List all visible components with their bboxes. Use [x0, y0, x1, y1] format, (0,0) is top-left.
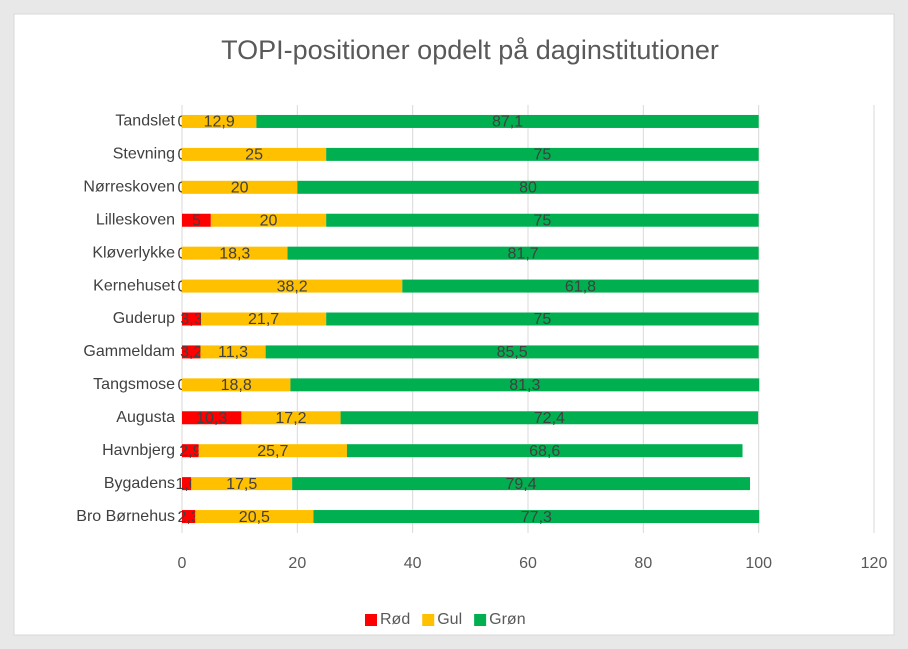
- data-label: 20: [231, 180, 249, 197]
- data-label: 79,4: [506, 476, 537, 493]
- bar-segment: [402, 279, 759, 293]
- bar-segment: [182, 378, 291, 392]
- bar-segment: [326, 312, 759, 326]
- data-label: 2,3: [178, 509, 200, 526]
- data-label: 3,3: [180, 311, 202, 328]
- legend-swatch: [365, 614, 377, 626]
- bar-segment: [182, 279, 403, 293]
- data-label: 17,5: [226, 476, 257, 493]
- data-label: 11,3: [218, 344, 248, 361]
- x-tick-label: 80: [634, 555, 652, 572]
- bar-segment: [191, 477, 293, 491]
- x-tick-label: 120: [861, 555, 888, 572]
- legend-swatch: [422, 614, 435, 626]
- data-label: 17,2: [275, 410, 306, 427]
- y-tick-label: Nørreskoven: [83, 179, 175, 196]
- y-tick-label: Augusta: [116, 409, 175, 426]
- bar-segment: [182, 477, 192, 491]
- x-tick-label: 40: [404, 555, 422, 572]
- x-tick-label: 60: [519, 555, 537, 572]
- y-tick-label: Havnbjerg: [102, 442, 175, 459]
- data-label: 3,2: [180, 344, 202, 361]
- bar-segment: [182, 114, 257, 128]
- data-label: 80: [519, 180, 537, 197]
- bar-segment: [182, 411, 242, 425]
- y-tick-label: Lilleskoven: [96, 211, 175, 228]
- data-label: 18,8: [221, 377, 252, 394]
- bar-segment: [297, 180, 759, 194]
- bar-segment: [200, 345, 266, 359]
- y-tick-label: Kernehuset: [93, 277, 175, 294]
- data-label: 20: [260, 212, 278, 229]
- y-tick-label: Tandslet: [115, 113, 175, 130]
- bar-segment: [313, 510, 760, 524]
- y-tick-label: Guderup: [113, 310, 175, 327]
- data-label: 75: [534, 147, 552, 164]
- bar-segment: [182, 213, 211, 227]
- data-label: 2,9: [179, 443, 201, 460]
- bar-segment: [182, 510, 196, 524]
- bar-segment: [182, 444, 199, 458]
- x-tick-label: 20: [288, 555, 306, 572]
- bar-segment: [290, 378, 760, 392]
- y-tick-label: Bygadens: [104, 475, 175, 492]
- data-label: 61,8: [565, 278, 596, 295]
- bar-segment: [326, 213, 759, 227]
- bar-segment: [265, 345, 759, 359]
- bar-segment: [201, 312, 327, 326]
- data-label: 72,4: [534, 410, 565, 427]
- data-label: 25: [245, 147, 263, 164]
- data-label: 68,6: [529, 443, 560, 460]
- y-tick-label: Tangsmose: [93, 376, 175, 393]
- bar-segment: [182, 312, 202, 326]
- bar-segment: [292, 477, 751, 491]
- legend-label: Gul: [437, 611, 462, 628]
- data-label: 20,5: [239, 509, 270, 526]
- data-label: 38,2: [277, 278, 308, 295]
- bar-segment: [346, 444, 743, 458]
- y-tick-label: Bro Børnehus: [76, 508, 175, 525]
- data-label: 85,5: [497, 344, 528, 361]
- data-label: 75: [534, 212, 552, 229]
- data-label: 5: [192, 212, 201, 229]
- bar-segment: [256, 114, 759, 128]
- bar-segment: [198, 444, 347, 458]
- legend-label: Grøn: [489, 611, 525, 628]
- data-label: 21,7: [248, 311, 279, 328]
- legend-swatch: [474, 614, 487, 626]
- data-label: 18,3: [219, 245, 250, 262]
- bar-segment: [182, 147, 327, 161]
- y-tick-label: Kløverlykke: [92, 244, 175, 261]
- data-label: 25,7: [257, 443, 288, 460]
- data-label: 81,7: [508, 245, 539, 262]
- data-label: 75: [534, 311, 552, 328]
- bar-segment: [241, 411, 341, 425]
- bar-segment: [182, 246, 288, 260]
- bar-segment: [326, 147, 759, 161]
- y-tick-label: Gammeldam: [83, 343, 175, 360]
- x-tick-label: 100: [745, 555, 772, 572]
- data-label: 77,3: [521, 509, 552, 526]
- data-label: 10,3: [196, 410, 227, 427]
- data-label: 12,9: [204, 114, 235, 131]
- bar-segment: [340, 411, 759, 425]
- data-label: 87,1: [492, 114, 523, 131]
- data-label: 81,3: [509, 377, 540, 394]
- legend-label: Rød: [380, 611, 410, 628]
- bar-segment: [195, 510, 314, 524]
- x-tick-label: 0: [178, 555, 187, 572]
- bar-segment: [287, 246, 759, 260]
- bar-segment: [210, 213, 327, 227]
- y-tick-label: Stevning: [113, 146, 175, 163]
- bar-segment: [182, 345, 201, 359]
- bar-segment: [182, 180, 298, 194]
- chart-title: TOPI-positioner opdelt på daginstitution…: [221, 35, 719, 65]
